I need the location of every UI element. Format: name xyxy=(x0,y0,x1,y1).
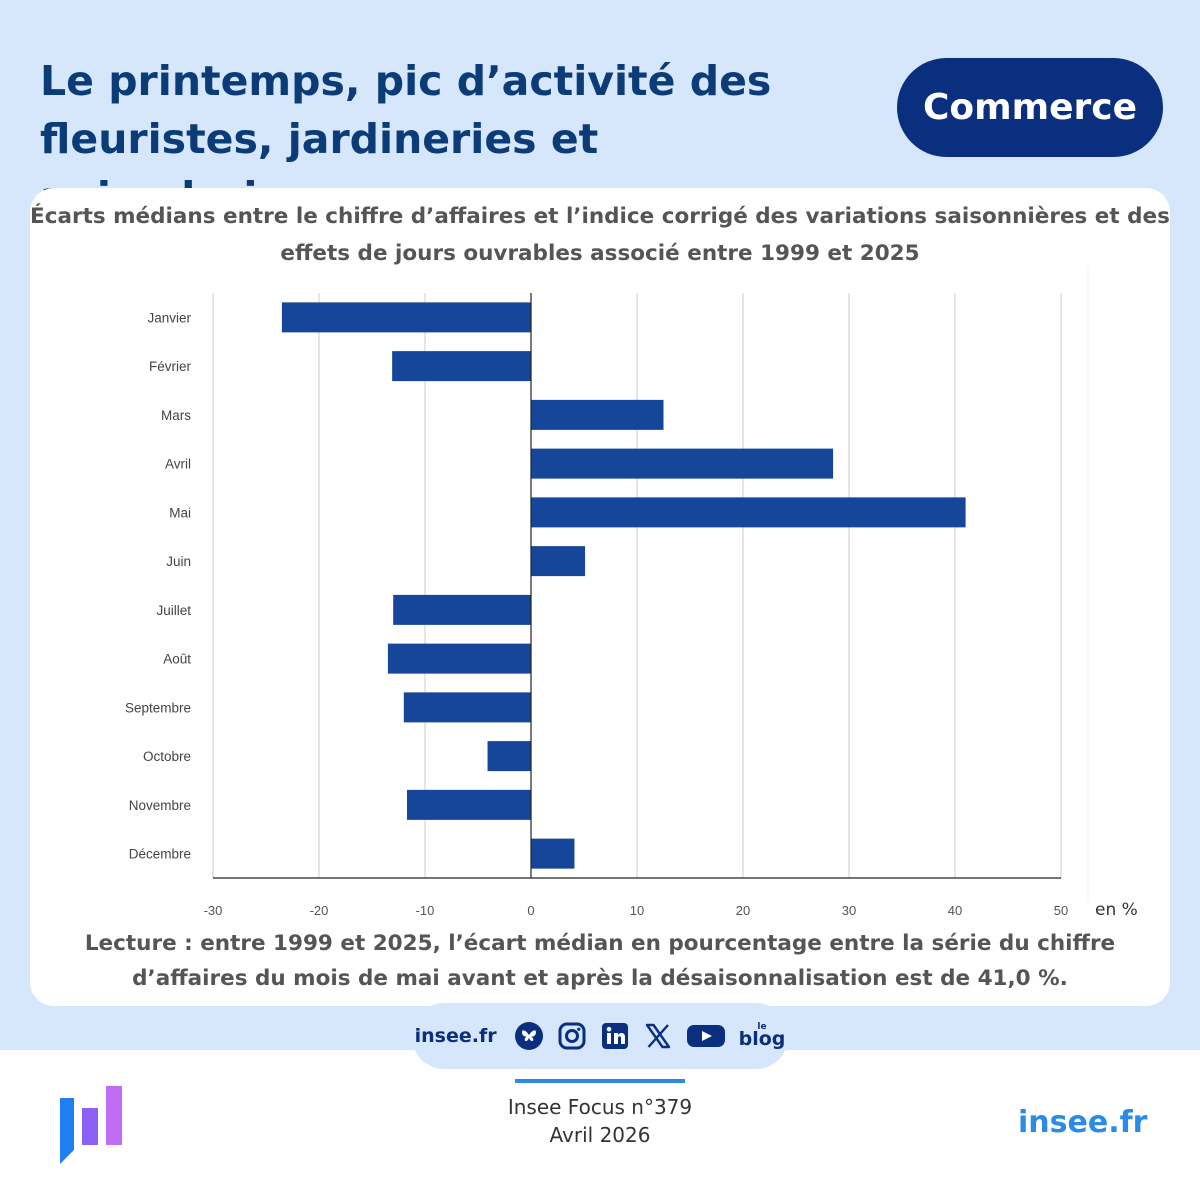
chart-card xyxy=(30,188,1170,1006)
tick-label: -10 xyxy=(416,903,435,918)
youtube-icon[interactable] xyxy=(686,1021,726,1051)
tick-label: -30 xyxy=(204,903,223,918)
category-label: Mars xyxy=(161,408,191,423)
social-site-link[interactable]: insee.fr xyxy=(414,1025,497,1047)
category-label: Avril xyxy=(165,457,191,472)
insee-logo-icon xyxy=(60,1086,122,1164)
bar xyxy=(531,448,834,479)
bar xyxy=(403,692,531,723)
social-bar: insee.fr le blog xyxy=(412,1003,788,1069)
x-axis-label: en % xyxy=(1095,900,1138,920)
tick-label: 30 xyxy=(842,903,856,918)
category-badge: Commerce xyxy=(897,58,1163,157)
blog-icon-word: blog xyxy=(738,1028,786,1050)
bar xyxy=(406,789,531,820)
category-label: Octobre xyxy=(143,749,191,764)
tick-label: 20 xyxy=(736,903,750,918)
bar xyxy=(392,351,531,382)
category-label: Janvier xyxy=(147,310,191,325)
bar xyxy=(487,741,531,772)
category-label: Juillet xyxy=(156,603,191,618)
instagram-icon[interactable] xyxy=(557,1021,587,1051)
tick-label: -20 xyxy=(310,903,329,918)
footer-divider xyxy=(515,1079,685,1083)
linkedin-icon[interactable] xyxy=(600,1021,630,1051)
publication-date: Avril 2026 xyxy=(549,1123,651,1147)
reading-note: Lecture : entre 1999 et 2025, l’écart mé… xyxy=(84,931,1116,991)
category-label: Septembre xyxy=(125,700,191,715)
bar xyxy=(531,546,586,577)
blog-icon-le: le xyxy=(757,1022,767,1032)
publication-info: Insee Focus n°379 Avril 2026 xyxy=(400,1093,800,1149)
x-icon[interactable] xyxy=(643,1021,673,1051)
category-label: Novembre xyxy=(129,798,191,813)
category-label: Décembre xyxy=(129,847,191,862)
publication-number: Insee Focus n°379 xyxy=(507,1095,693,1119)
category-label: Août xyxy=(163,652,191,667)
bar xyxy=(387,643,531,674)
footer-background xyxy=(0,1050,1200,1200)
tick-label: 0 xyxy=(527,903,534,918)
chart-title: Écarts médians entre le chiffre d’affair… xyxy=(30,204,1170,266)
category-label: Mai xyxy=(169,505,191,520)
bar xyxy=(531,838,575,869)
blog-icon[interactable]: le blog xyxy=(739,1023,786,1049)
tick-label: 50 xyxy=(1054,903,1068,918)
bar xyxy=(531,497,966,528)
footer-site-link[interactable]: insee.fr xyxy=(1018,1105,1148,1140)
tick-label: 40 xyxy=(948,903,962,918)
bar xyxy=(281,302,531,333)
bar xyxy=(531,399,664,430)
tick-label: 10 xyxy=(630,903,644,918)
category-label: Juin xyxy=(166,554,191,569)
category-label: Février xyxy=(149,359,192,374)
bluesky-icon[interactable] xyxy=(514,1021,544,1051)
bar xyxy=(393,594,531,625)
